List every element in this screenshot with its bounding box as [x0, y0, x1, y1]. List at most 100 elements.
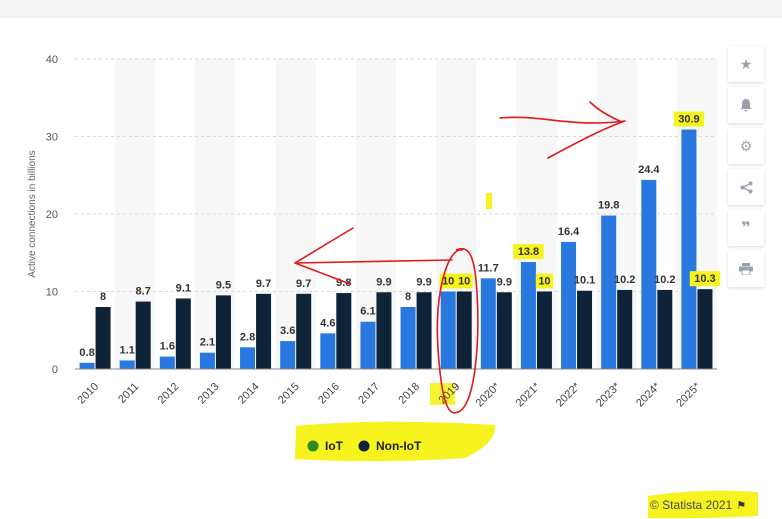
data-label: 1.1 — [120, 344, 135, 356]
label-highlight — [455, 273, 473, 289]
data-label: 1.6 — [160, 341, 175, 353]
bar-iot-2025 — [681, 129, 697, 369]
data-label: 8 — [100, 291, 106, 303]
settings-button[interactable]: ⚙ — [728, 128, 764, 164]
bar-non-iot-2020 — [496, 292, 512, 369]
statista-credit[interactable]: © Statista 2021 ⚑ — [650, 498, 746, 512]
x-tick-label: 2024* — [634, 380, 663, 409]
data-label: 13.8 — [518, 246, 539, 258]
y-tick-label: 0 — [52, 364, 58, 376]
bar-non-iot-2011 — [135, 301, 151, 369]
x-tick-label: 2018 — [396, 381, 422, 407]
y-tick-label: 30 — [46, 132, 58, 144]
x-tick-label: 2016 — [316, 381, 342, 407]
data-label: 10 — [538, 276, 550, 288]
bell-icon — [740, 98, 752, 111]
data-label: 6.1 — [360, 306, 375, 318]
data-label: 9.5 — [216, 279, 231, 291]
flag-icon[interactable]: ⚑ — [736, 499, 747, 512]
data-label: 10 — [442, 276, 454, 288]
bar-non-iot-2017 — [376, 292, 392, 369]
bar-non-iot-2010 — [95, 307, 111, 369]
data-label: 3.6 — [280, 325, 295, 337]
x-tick-label: 2022* — [554, 380, 583, 409]
data-label: 11.7 — [478, 262, 499, 274]
legend-marker-iot — [307, 440, 319, 452]
bar-iot-2011 — [119, 360, 135, 369]
data-label: 10.1 — [574, 275, 595, 287]
share-button[interactable] — [728, 169, 764, 205]
bar-non-iot-2018 — [416, 292, 432, 369]
x-tick-label: 2023* — [594, 380, 623, 409]
chart-card: 0 10 20 30 40 Active connections in billions 0… — [0, 18, 782, 519]
data-label: 10 — [458, 276, 470, 288]
data-label: 16.4 — [558, 226, 580, 238]
data-label: 2.8 — [240, 331, 255, 343]
print-icon — [739, 263, 753, 275]
chart-svg: 0 10 20 30 40 Active connections in billions 0… — [27, 54, 758, 519]
data-label: 30.9 — [678, 114, 699, 126]
bar-non-iot-2013 — [215, 295, 231, 369]
legend-label-iot: IoT — [325, 439, 344, 453]
share-icon — [740, 181, 752, 193]
bar-non-iot-2014 — [256, 293, 272, 369]
data-label: 19.8 — [598, 200, 619, 212]
label-highlight — [689, 271, 721, 287]
y-axis-label: Active connections in billions — [27, 150, 38, 277]
label-highlight — [673, 111, 705, 127]
x-tick-label: 2011 — [116, 381, 141, 406]
x-tick-label: 2010 — [75, 381, 101, 407]
data-label: 10.2 — [654, 274, 675, 286]
gear-icon: ⚙ — [739, 137, 753, 154]
bar-non-iot-2019 — [456, 291, 472, 369]
data-label: 8 — [405, 291, 411, 303]
data-label: 24.4 — [638, 164, 660, 176]
cite-button[interactable]: ❞ — [728, 210, 764, 246]
quote-icon: ❞ — [741, 220, 751, 237]
credit-highlight — [648, 490, 758, 519]
data-label: 10.2 — [614, 274, 635, 286]
x-tick-label: 2020* — [474, 380, 503, 409]
bar-iot-2018 — [400, 307, 416, 369]
data-label: 2.1 — [200, 337, 215, 349]
y-tick-label: 20 — [46, 209, 58, 221]
bar-iot-2021 — [520, 262, 536, 369]
x-tick-label: 2012 — [156, 381, 182, 407]
x-tick-label: 2017 — [356, 381, 382, 407]
data-label: 9.7 — [296, 278, 311, 290]
bar-iot-2023 — [601, 215, 617, 369]
bar-iot-2019 — [440, 291, 456, 369]
bar-non-iot-2023 — [617, 289, 633, 369]
credit-text[interactable]: © Statista 2021 — [650, 498, 733, 512]
bar-non-iot-2022 — [577, 290, 593, 369]
data-label: 10.3 — [694, 273, 715, 285]
bar-iot-2014 — [240, 347, 256, 369]
x-tick-label: 2025* — [674, 380, 703, 409]
bar-non-iot-2021 — [536, 291, 552, 369]
bar-non-iot-2015 — [296, 293, 312, 369]
data-label: 9.1 — [176, 282, 191, 294]
bar-iot-2010 — [79, 362, 95, 369]
favorite-button[interactable]: ★ — [728, 46, 764, 82]
bar-iot-2012 — [159, 356, 175, 369]
star-icon: ★ — [739, 55, 753, 72]
bar-non-iot-2024 — [657, 289, 673, 369]
data-label: 9.9 — [416, 276, 431, 288]
data-label: 9.9 — [376, 276, 391, 288]
bar-iot-2017 — [360, 321, 376, 369]
label-highlight — [535, 273, 554, 289]
legend-label-non-iot: Non-IoT — [376, 439, 422, 453]
bar-iot-2016 — [320, 333, 336, 369]
label-highlight — [513, 244, 544, 260]
bar-non-iot-2012 — [175, 298, 191, 369]
print-button[interactable] — [728, 251, 764, 287]
bar-iot-2015 — [280, 341, 296, 369]
year-highlight — [430, 383, 455, 405]
annotation-circle-2019 — [436, 247, 479, 414]
data-label: 0.8 — [79, 347, 94, 359]
bar-iot-2022 — [561, 241, 577, 369]
data-label: 9.7 — [256, 278, 271, 290]
bar-iot-2024 — [641, 179, 657, 369]
x-tick-label: 2013 — [196, 381, 222, 407]
notification-button[interactable] — [728, 87, 764, 123]
